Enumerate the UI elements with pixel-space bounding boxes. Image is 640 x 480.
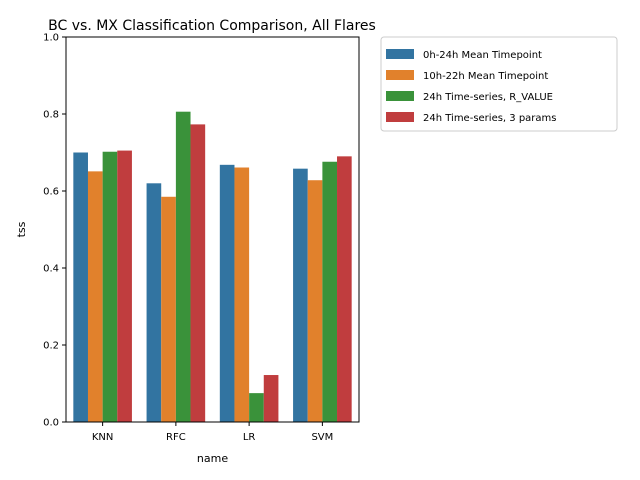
bar-lr-series-3 [249,393,264,423]
x-tick-label-rfc: RFC [166,432,186,443]
y-tick-label: 0.2 [43,341,59,352]
legend-swatch-4 [386,112,414,122]
legend-swatch-3 [386,91,414,101]
y-tick-label: 0.0 [43,418,59,429]
x-tick-label-svm: SVM [311,432,333,443]
bar-svm-series-1 [293,168,308,422]
x-axis-label: name [197,452,228,465]
bar-lr-series-2 [234,167,250,422]
x-axis: KNN RFC LR SVM [92,422,333,443]
legend-swatch-1 [386,49,414,59]
bar-svm-series-2 [307,180,323,422]
legend-box [380,36,618,132]
y-tick-label: 0.4 [43,264,59,275]
legend-label-1: 0h-24h Mean Timepoint [423,50,542,61]
bar-svm-series-3 [322,161,338,423]
y-tick-label: 0.8 [43,110,59,121]
plot-frame [65,36,360,423]
legend: 0h-24h Mean Timepoint 10h-22h Mean Timepo… [380,36,618,132]
y-axis: 0.0 0.2 0.4 0.6 0.8 1.0 [43,33,66,429]
bar-lr-series-1 [219,164,235,422]
bar-svm-series-4 [337,156,352,422]
legend-swatch-2 [386,70,414,80]
legend-label-2: 10h-22h Mean Timepoint [423,71,548,82]
legend-label-4: 24h Time-series, 3 params [423,113,557,124]
y-tick-label: 0.6 [43,187,59,198]
bar-rfc-series-2 [161,196,176,422]
bar-rfc-series-4 [190,124,206,422]
chart-title: BC vs. MX Classification Comparison, All… [48,18,376,34]
x-tick-label-knn: KNN [92,432,114,443]
bar-knn-series-2 [87,171,103,422]
bars-group [73,111,352,423]
y-tick-label: 1.0 [43,33,59,44]
bar-rfc-series-3 [175,111,191,422]
bar-knn-series-3 [102,151,118,423]
bar-knn-series-1 [73,152,88,422]
legend-label-3: 24h Time-series, R_VALUE [423,92,553,103]
y-axis-label: tss [15,221,28,237]
bar-lr-series-4 [263,375,279,422]
bar-rfc-series-1 [146,183,162,422]
bar-knn-series-4 [117,150,132,422]
x-tick-label-lr: LR [243,432,256,443]
